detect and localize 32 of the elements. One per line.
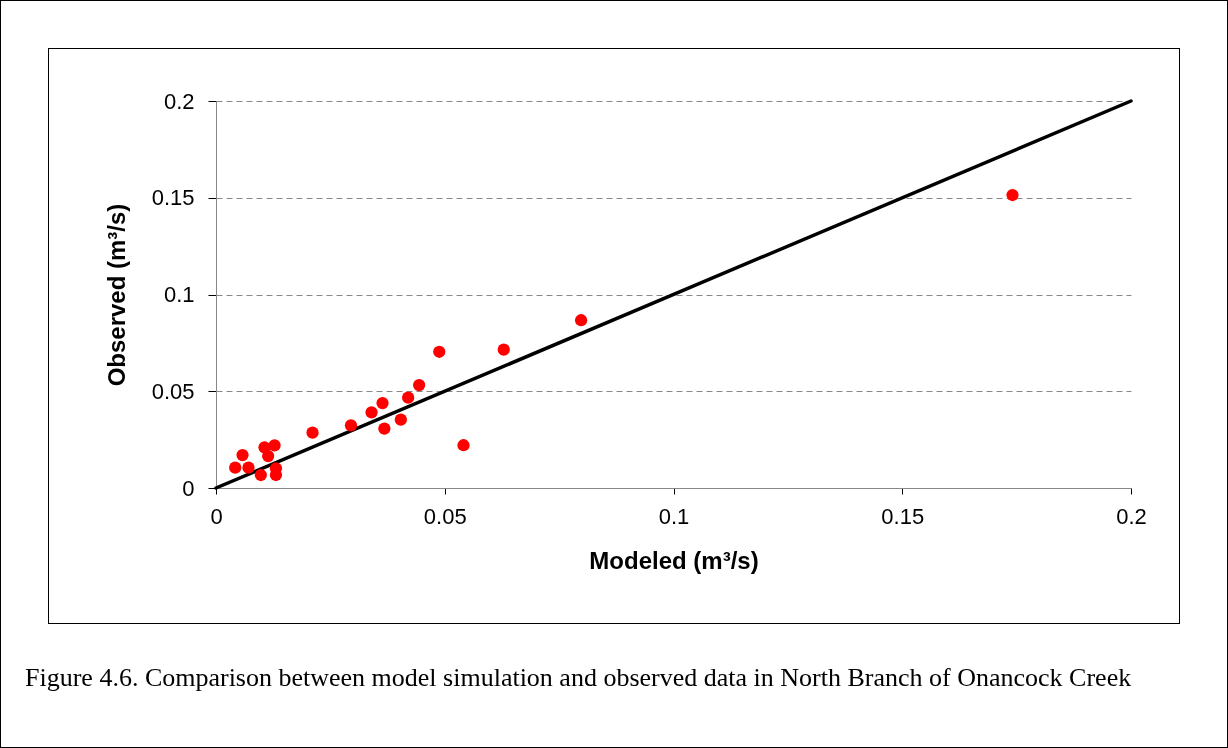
point	[457, 439, 470, 452]
point	[433, 345, 446, 358]
point	[1006, 188, 1019, 202]
point	[497, 343, 510, 356]
caption: Figure 4.6. Comparison between model simulation and observed data in North Branch of Onancock Creek	[25, 663, 1133, 693]
x-tick-label: 0.15	[881, 503, 925, 529]
point	[236, 448, 249, 462]
point	[229, 461, 242, 474]
point	[376, 396, 389, 410]
point	[402, 391, 415, 404]
x-tick-label: 0	[210, 503, 223, 529]
y-tick-label: 0	[182, 475, 195, 501]
point	[413, 378, 426, 392]
x-tick-label: 0.05	[423, 503, 467, 529]
point	[268, 439, 281, 452]
y-tick-label: 0.2	[163, 88, 195, 114]
point	[574, 314, 588, 327]
point	[242, 461, 255, 474]
point	[306, 426, 319, 439]
x-axis-title: Modeled (m³/s)	[589, 546, 759, 574]
point	[262, 449, 275, 463]
point	[394, 413, 407, 426]
y-tick-label: 0.15	[151, 185, 195, 211]
x-tick-label: 0.2	[1116, 503, 1147, 529]
y-tick-label: 0.05	[151, 378, 195, 404]
point	[254, 468, 267, 482]
point	[344, 419, 358, 432]
y-axis-title: Observed (m³/s)	[102, 203, 130, 387]
x-tick-label: 0.1	[658, 503, 690, 529]
y-tick-label: 0.1	[163, 282, 195, 307]
point	[378, 422, 391, 435]
point	[365, 406, 378, 419]
